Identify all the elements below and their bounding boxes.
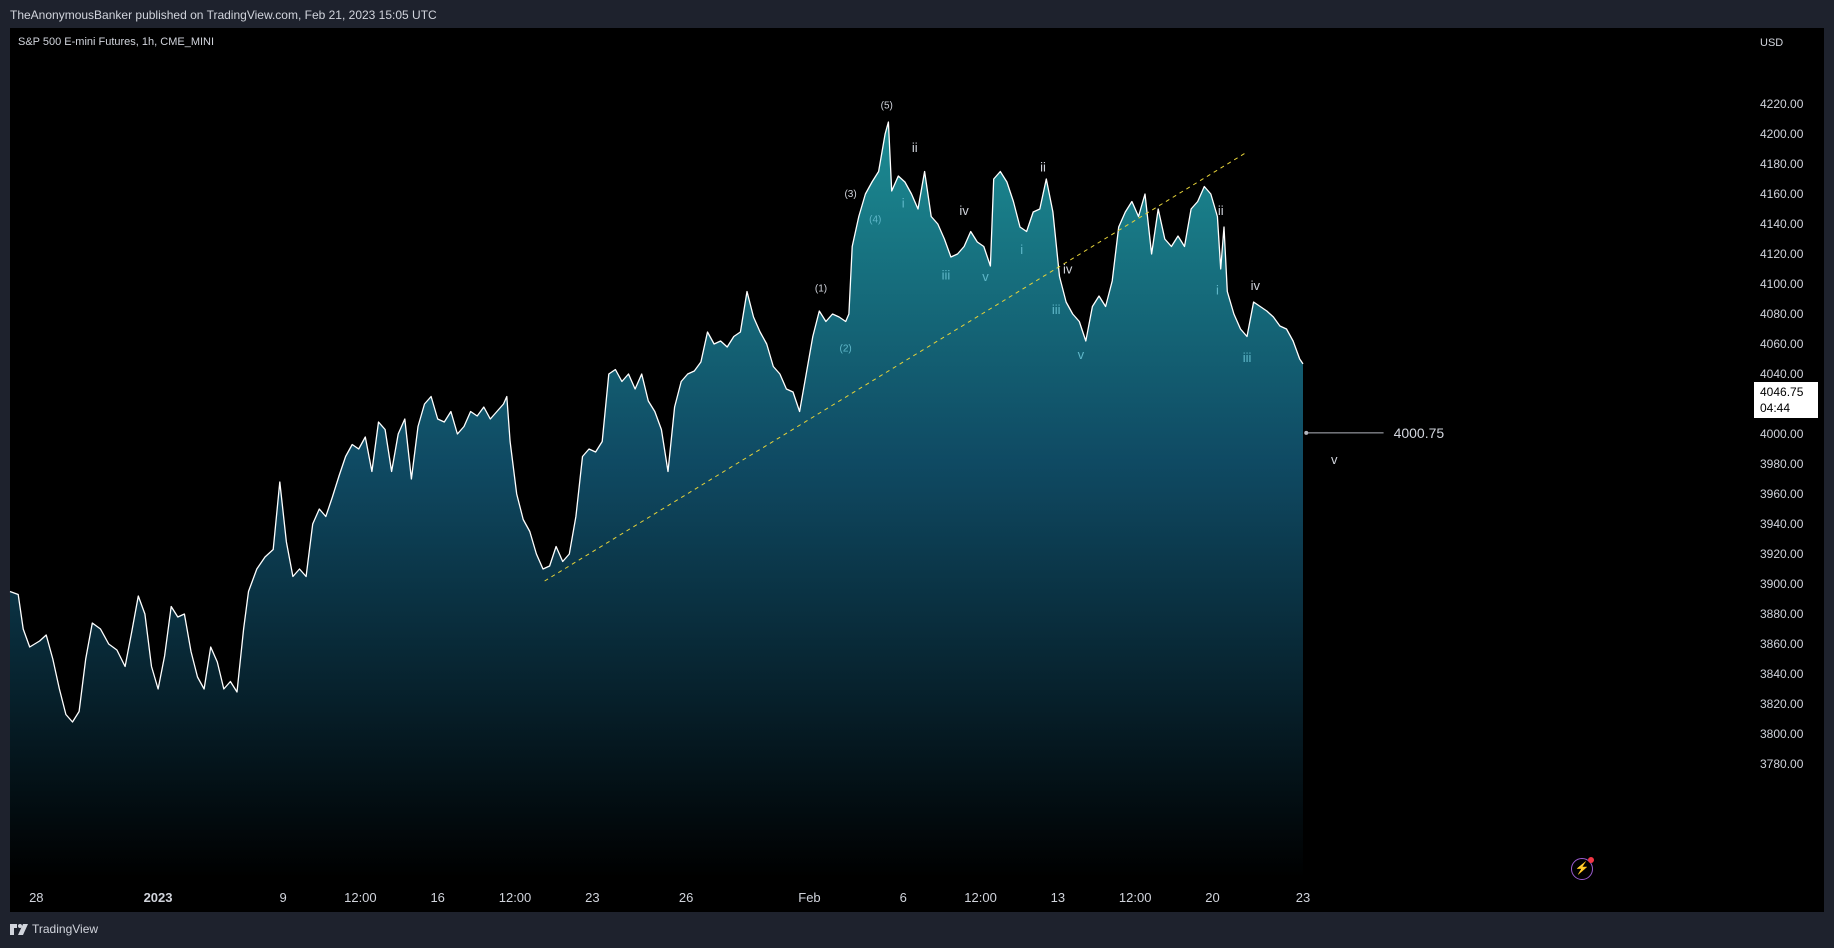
x-tick-label: 12:00 — [499, 890, 532, 905]
y-tick-label: 3880.00 — [1760, 607, 1804, 621]
y-tick-label: 4180.00 — [1760, 157, 1804, 171]
y-tick-label: 3820.00 — [1760, 697, 1804, 711]
wave-label: v — [1078, 347, 1085, 362]
wave-label: (1) — [815, 284, 827, 295]
wave-label: i — [902, 196, 905, 211]
y-tick-label: 3900.00 — [1760, 577, 1804, 591]
x-tick-label: 26 — [679, 890, 693, 905]
wave-label: ii — [1218, 203, 1224, 218]
lightning-icon[interactable]: ⚡ — [1571, 857, 1594, 880]
y-tick-label: 3940.00 — [1760, 517, 1804, 531]
wave-label: ii — [1040, 160, 1046, 175]
y-tick-label: 3980.00 — [1760, 457, 1804, 471]
y-tick-label: 3960.00 — [1760, 487, 1804, 501]
y-tick-label: 3800.00 — [1760, 727, 1804, 741]
y-tick-label: 4060.00 — [1760, 337, 1804, 351]
x-tick-label: 6 — [900, 890, 907, 905]
target-label: 4000.75 — [1394, 425, 1445, 441]
publisher-info: TheAnonymousBanker published on TradingV… — [10, 8, 437, 22]
last-price-label: 4046.75 04:44 — [1754, 382, 1818, 418]
wave-label: v — [982, 269, 989, 284]
wave-label: (5) — [881, 101, 893, 112]
y-tick-label: 4120.00 — [1760, 247, 1804, 261]
wave-label: (3) — [844, 189, 856, 200]
x-tick-label: 20 — [1205, 890, 1219, 905]
x-tick-label: 23 — [1296, 890, 1310, 905]
y-tick-label: 4200.00 — [1760, 127, 1804, 141]
y-tick-label: 4000.00 — [1760, 427, 1804, 441]
notification-dot — [1588, 857, 1594, 863]
currency-label: USD — [1760, 37, 1783, 49]
x-tick-label: 12:00 — [344, 890, 377, 905]
price-chart[interactable]: 4000.75(1)(2)(3)(4)(5)iiiiiiivviiiiviiiv… — [0, 0, 1834, 912]
brand-name: TradingView — [32, 922, 99, 936]
x-tick-label: 9 — [279, 890, 286, 905]
y-tick-label: 4140.00 — [1760, 217, 1804, 231]
wave-label: i — [1216, 283, 1219, 298]
x-tick-label: 16 — [430, 890, 444, 905]
x-tick-label: 12:00 — [964, 890, 997, 905]
footer-bar: TradingView — [0, 912, 1834, 948]
y-tick-label: 3840.00 — [1760, 667, 1804, 681]
x-tick-label: 2023 — [144, 890, 173, 905]
x-tick-label: Feb — [798, 890, 820, 905]
y-tick-label: 4080.00 — [1760, 307, 1804, 321]
x-tick-label: 28 — [29, 890, 43, 905]
wave-label: i — [1020, 242, 1023, 257]
y-tick-label: 3780.00 — [1760, 757, 1804, 771]
y-tick-label: 4040.00 — [1760, 367, 1804, 381]
price-line[interactable] — [9, 121, 1304, 723]
countdown-timer: 04:44 — [1760, 401, 1791, 415]
last-price-value: 4046.75 — [1760, 385, 1804, 399]
x-tick-label: 23 — [585, 890, 599, 905]
published-header: TheAnonymousBanker published on TradingV… — [0, 0, 1834, 28]
wave-label: v — [1331, 452, 1338, 467]
tradingview-brand[interactable]: TradingView — [10, 922, 98, 936]
y-tick-label: 3860.00 — [1760, 637, 1804, 651]
area-fill — [10, 122, 1303, 878]
y-tick-label: 4220.00 — [1760, 97, 1804, 111]
x-tick-label: 13 — [1051, 890, 1065, 905]
wave-label: iii — [942, 268, 951, 283]
wave-label: iii — [1243, 350, 1252, 365]
y-tick-label: 4160.00 — [1760, 187, 1804, 201]
wave-label: iv — [1251, 278, 1261, 293]
x-tick-label: 12:00 — [1119, 890, 1152, 905]
wave-label: iii — [1052, 302, 1061, 317]
wave-label: (2) — [840, 344, 852, 355]
symbol-title: S&P 500 E-mini Futures, 1h, CME_MINI — [18, 36, 215, 48]
wave-label: (4) — [869, 215, 881, 226]
tradingview-logo-icon — [10, 923, 28, 935]
wave-label: ii — [912, 140, 918, 155]
y-tick-label: 3920.00 — [1760, 547, 1804, 561]
y-tick-label: 4100.00 — [1760, 277, 1804, 291]
wave-label: iv — [959, 203, 969, 218]
wave-label: iv — [1063, 262, 1073, 277]
trendline[interactable] — [544, 151, 1248, 582]
